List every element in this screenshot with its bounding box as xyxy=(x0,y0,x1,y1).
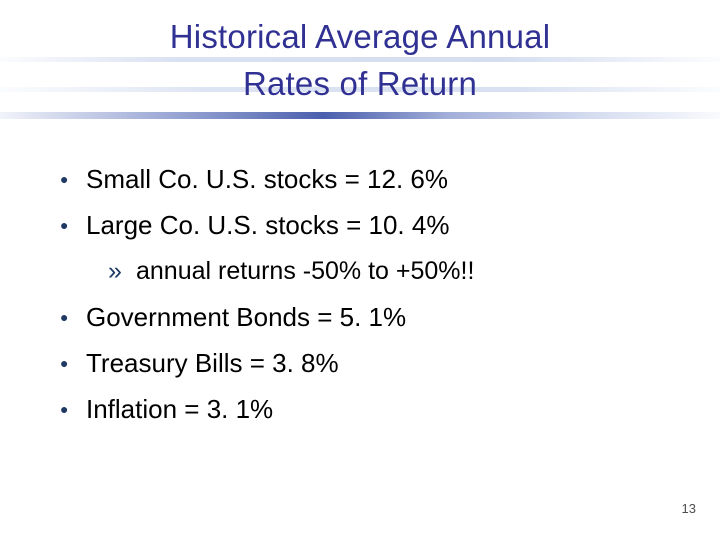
page-number: 13 xyxy=(681,501,696,516)
bullet-icon: ● xyxy=(60,217,69,233)
slide-title: Historical Average Annual Rates of Retur… xyxy=(0,14,720,108)
bullet-text: Large Co. U.S. stocks = 10. 4% xyxy=(86,209,450,240)
bullet-item: ● Inflation = 3. 1% xyxy=(60,386,696,432)
bullet-item: ● Government Bonds = 5. 1% xyxy=(60,294,696,340)
bullet-item: ● Treasury Bills = 3. 8% xyxy=(60,340,696,386)
bullet-text: Government Bonds = 5. 1% xyxy=(86,301,407,332)
title-divider-bar xyxy=(0,112,720,119)
bullet-icon: ● xyxy=(60,401,69,417)
bullet-icon: ● xyxy=(60,355,69,371)
bullet-text: Small Co. U.S. stocks = 12. 6% xyxy=(86,163,448,194)
bullet-icon: ● xyxy=(60,171,69,187)
bullet-list: ● Small Co. U.S. stocks = 12. 6% ● Large… xyxy=(60,156,696,432)
bullet-item: ● Small Co. U.S. stocks = 12. 6% xyxy=(60,156,696,202)
bullet-text: Inflation = 3. 1% xyxy=(86,393,274,424)
sub-bullet-icon: » xyxy=(108,256,122,285)
sub-bullet-item: » annual returns -50% to +50%!! xyxy=(60,248,696,294)
bullet-icon: ● xyxy=(60,309,69,325)
bullet-text: Treasury Bills = 3. 8% xyxy=(86,347,339,378)
slide-title-line1: Historical Average Annual xyxy=(169,18,551,55)
slide-title-line2: Rates of Return xyxy=(242,64,478,102)
bullet-item: ● Large Co. U.S. stocks = 10. 4% xyxy=(60,202,696,248)
sub-bullet-text: annual returns -50% to +50%!! xyxy=(136,256,475,285)
